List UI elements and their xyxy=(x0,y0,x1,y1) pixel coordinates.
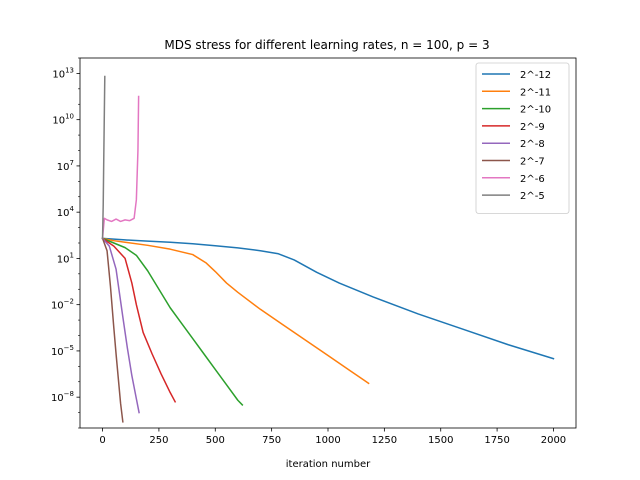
chart-title: MDS stress for different learning rates,… xyxy=(164,38,489,52)
x-tick-label: 1000 xyxy=(315,435,340,446)
x-axis-label: iteration number xyxy=(286,459,371,470)
legend-label: 2^-8 xyxy=(520,139,545,150)
legend-frame xyxy=(475,62,570,214)
x-tick-label: 500 xyxy=(206,435,225,446)
series-line-5 xyxy=(101,237,124,423)
x-tick-label: 0 xyxy=(99,435,105,446)
x-tick-label: 1500 xyxy=(428,435,453,446)
series-line-3 xyxy=(101,237,177,403)
x-tick-label: 750 xyxy=(262,435,281,446)
series-line-4 xyxy=(101,237,140,414)
y-tick-label: 107 xyxy=(57,159,74,173)
y-tick-label: 10−8 xyxy=(51,390,74,404)
y-tick-label: 104 xyxy=(57,205,75,219)
legend-label: 2^-10 xyxy=(520,105,551,116)
legend-label: 2^-5 xyxy=(520,191,545,202)
series-line-1 xyxy=(101,237,370,385)
plot-area xyxy=(101,75,555,423)
y-tick-label: 10−2 xyxy=(51,298,74,312)
legend-label: 2^-7 xyxy=(520,157,545,168)
legend-label: 2^-12 xyxy=(520,70,551,81)
y-tick-label: 10−5 xyxy=(51,344,74,358)
x-tick-label: 1250 xyxy=(372,435,397,446)
series-line-0 xyxy=(101,237,555,360)
legend-label: 2^-11 xyxy=(520,87,551,98)
series-line-6 xyxy=(101,95,140,240)
series-line-2 xyxy=(101,237,244,406)
y-tick-label: 1010 xyxy=(52,113,74,127)
legend: 2^-12 2^-11 2^-10 2^-9 2^-8 2^-7 2^-6 2^-5 xyxy=(475,62,570,214)
x-axis: 0 250 500 750 1000 1250 1500 1750 2000 xyxy=(99,428,566,446)
y-axis: 10−8 10−5 10−2 101 104 107 1010 1013 xyxy=(51,57,80,429)
series-line-7 xyxy=(101,75,106,240)
y-tick-label: 1013 xyxy=(52,66,74,80)
legend-label: 2^-6 xyxy=(520,174,545,185)
x-tick-label: 250 xyxy=(149,435,168,446)
x-tick-label: 2000 xyxy=(541,435,566,446)
legend-label: 2^-9 xyxy=(520,122,545,133)
y-tick-label: 101 xyxy=(57,251,74,265)
x-tick-label: 1750 xyxy=(484,435,509,446)
